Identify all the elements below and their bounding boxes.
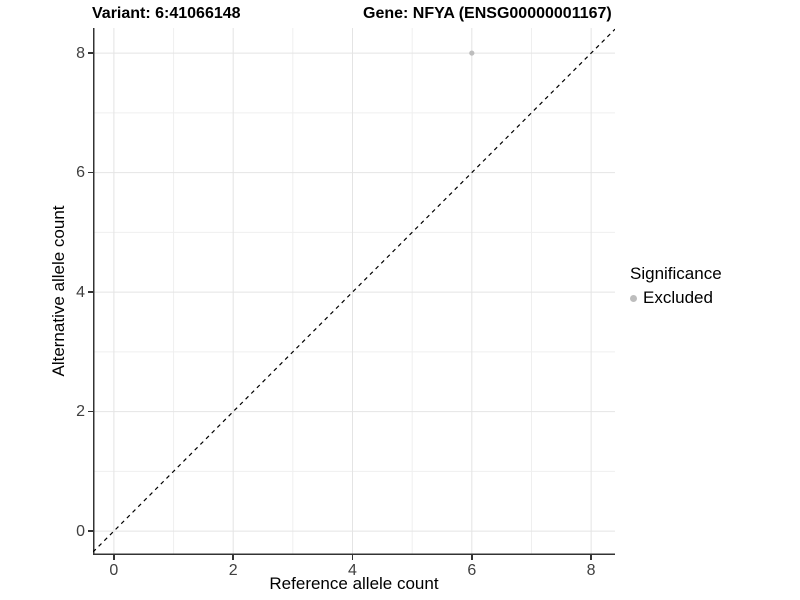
- x-tick-mark: [351, 555, 354, 560]
- legend-key-point-icon: [630, 294, 637, 302]
- y-tick-mark: [88, 52, 93, 54]
- y-tick-mark: [88, 410, 93, 413]
- y-tick-mark: [88, 530, 93, 532]
- data-point: [469, 50, 475, 56]
- x-tick-label: 6: [467, 562, 477, 579]
- y-tick-label: 8: [76, 44, 85, 62]
- identity-dashed-line: [93, 28, 615, 553]
- x-tick-label: 2: [228, 562, 238, 579]
- x-tick-mark: [471, 555, 473, 560]
- x-tick-mark: [232, 555, 234, 560]
- y-tick-mark: [88, 291, 93, 293]
- x-tick-label: 4: [348, 562, 357, 579]
- legend-item-excluded: Excluded: [630, 288, 722, 308]
- x-tick-mark: [113, 555, 115, 560]
- y-tick-label: 0: [76, 522, 85, 540]
- x-tick-mark: [590, 555, 592, 560]
- legend-item-label: Excluded: [643, 288, 713, 307]
- legend-title: Significance: [630, 264, 722, 283]
- plot-title-variant: Variant: 6:41066148: [92, 5, 241, 22]
- x-axis-title: Reference allele count: [269, 574, 439, 593]
- plot-title-gene: Gene: NFYA (ENSG00000001167): [363, 5, 612, 22]
- x-tick-label: 8: [586, 562, 596, 579]
- x-tick-label: 0: [109, 562, 119, 579]
- legend: Significance Excluded: [630, 264, 722, 308]
- y-tick-label: 2: [76, 403, 85, 421]
- y-tick-label: 4: [76, 283, 85, 301]
- y-tick-mark: [88, 171, 93, 174]
- y-tick-label: 6: [76, 164, 85, 182]
- plot-panel: [93, 28, 615, 555]
